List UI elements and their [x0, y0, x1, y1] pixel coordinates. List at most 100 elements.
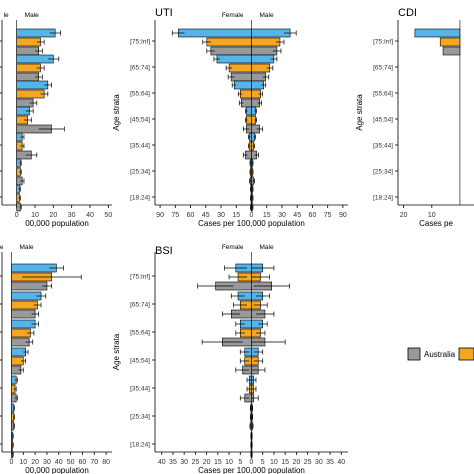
y-tick-label: [75;Inf] — [130, 274, 150, 281]
x-tick-label: 20 — [292, 459, 300, 466]
y-axis-title: Age strata — [112, 94, 121, 131]
x-tick-label: 10 — [428, 212, 436, 219]
female-bar — [216, 54, 252, 64]
x-tick-label: 0 — [15, 212, 19, 219]
x-axis-title: 00,000 population — [25, 466, 89, 474]
x-tick-label: 90 — [156, 212, 164, 219]
x-tick-label: 15 — [214, 459, 222, 466]
y-tick-label: [35;44] — [130, 386, 150, 393]
male-label: Male — [25, 12, 39, 19]
x-tick-label: 40 — [158, 459, 166, 466]
x-tick-label: 15 — [263, 212, 271, 219]
x-tick-label: 40 — [55, 459, 63, 466]
x-tick-label: 30 — [278, 212, 286, 219]
male-bar — [16, 80, 49, 90]
male-bar — [16, 89, 45, 99]
x-tick-label: 45 — [202, 212, 210, 219]
x-tick-label: 30 — [180, 459, 188, 466]
x-tick-label: 50 — [104, 212, 112, 219]
y-tick-label: [35;44] — [373, 143, 393, 150]
y-tick-label: [35;44] — [130, 143, 150, 150]
panel-title: BSI — [155, 245, 173, 257]
chart-panel-2: 90 75 60 45 30 15 0 15 30 45 60 75 90 Cases per 100,0… — [112, 7, 348, 228]
x-tick-label: 45 — [293, 212, 301, 219]
y-tick-label: [45;54] — [373, 117, 393, 124]
x-tick-label: 10 — [270, 459, 278, 466]
x-tick-label: 90 — [339, 212, 347, 219]
x-tick-label: 0 — [10, 459, 14, 466]
x-tick-label: 0 — [250, 459, 254, 466]
x-tick-label: 20 — [31, 459, 39, 466]
panel-title: UTI — [155, 7, 173, 19]
x-tick-label: 25 — [191, 459, 199, 466]
x-tick-label: 75 — [324, 212, 332, 219]
male-bar — [16, 28, 56, 38]
female-bar — [439, 37, 461, 47]
y-tick-label: [25;34] — [373, 169, 393, 176]
y-tick-label: [45;54] — [130, 358, 150, 365]
x-tick-label: 0 — [250, 212, 254, 219]
y-axis-title: Age strata — [112, 333, 121, 370]
x-tick-label: 60 — [187, 212, 195, 219]
x-tick-label: 10 — [19, 459, 27, 466]
y-tick-label: [55;64] — [130, 330, 150, 337]
y-tick-label: [25;34] — [130, 169, 150, 176]
x-tick-label: 75 — [171, 212, 179, 219]
male-label: Male — [19, 244, 33, 251]
x-tick-label: 80 — [102, 459, 110, 466]
y-tick-label: [18;24] — [373, 195, 393, 202]
female-label: le — [4, 12, 9, 19]
legend-swatch — [458, 347, 474, 361]
female-label: Female — [222, 12, 244, 19]
x-tick-label: 30 — [217, 212, 225, 219]
x-axis-title: 00,000 population — [25, 219, 89, 228]
y-tick-label: [18;24] — [130, 195, 150, 202]
y-tick-label: [25;34] — [130, 414, 150, 421]
x-tick-label: 15 — [232, 212, 240, 219]
panel-title: CDI — [398, 7, 417, 19]
x-tick-label: 30 — [68, 212, 76, 219]
x-tick-label: 25 — [304, 459, 312, 466]
female-bar — [228, 63, 252, 73]
x-tick-label: 5 — [261, 459, 265, 466]
female-bar — [414, 28, 461, 38]
x-tick-label: 20 — [400, 212, 408, 219]
y-tick-label: [65;74] — [373, 65, 393, 72]
x-tick-label: 20 — [49, 212, 57, 219]
female-bar — [178, 28, 252, 38]
x-tick-label: 15 — [281, 459, 289, 466]
x-tick-label: 40 — [86, 212, 94, 219]
legend-label: Australia — [424, 350, 456, 359]
y-tick-label: [55;64] — [130, 91, 150, 98]
male-bar — [11, 300, 38, 310]
x-tick-label: 35 — [169, 459, 177, 466]
female-bar — [233, 80, 252, 90]
y-tick-label: [45;54] — [130, 117, 150, 124]
y-tick-label: [75;Inf] — [373, 39, 393, 46]
y-tick-label: [65;74] — [130, 65, 150, 72]
x-tick-label: 70 — [90, 459, 98, 466]
x-tick-label: 20 — [203, 459, 211, 466]
x-tick-label: 35 — [326, 459, 334, 466]
y-tick-label: [65;74] — [130, 302, 150, 309]
x-tick-label: 10 — [31, 212, 39, 219]
x-tick-label: 50 — [67, 459, 75, 466]
x-tick-label: 40 — [337, 459, 345, 466]
y-tick-label: [55;64] — [373, 91, 393, 98]
y-tick-label: [18;24] — [130, 442, 150, 449]
chart-panel-1: 0 10 20 30 40 50 00,000 population le Male — [0, 12, 112, 228]
x-tick-label: 30 — [315, 459, 323, 466]
male-label: Male — [260, 12, 274, 19]
male-label: Male — [260, 244, 274, 251]
x-tick-label: 30 — [43, 459, 51, 466]
male-bar — [251, 37, 281, 47]
y-tick-label: [75;Inf] — [130, 39, 150, 46]
x-tick-label: 60 — [79, 459, 87, 466]
x-axis-title: Cases per 100,000 population — [198, 219, 305, 228]
x-tick-label: 10 — [225, 459, 233, 466]
female-label: le — [0, 244, 4, 251]
